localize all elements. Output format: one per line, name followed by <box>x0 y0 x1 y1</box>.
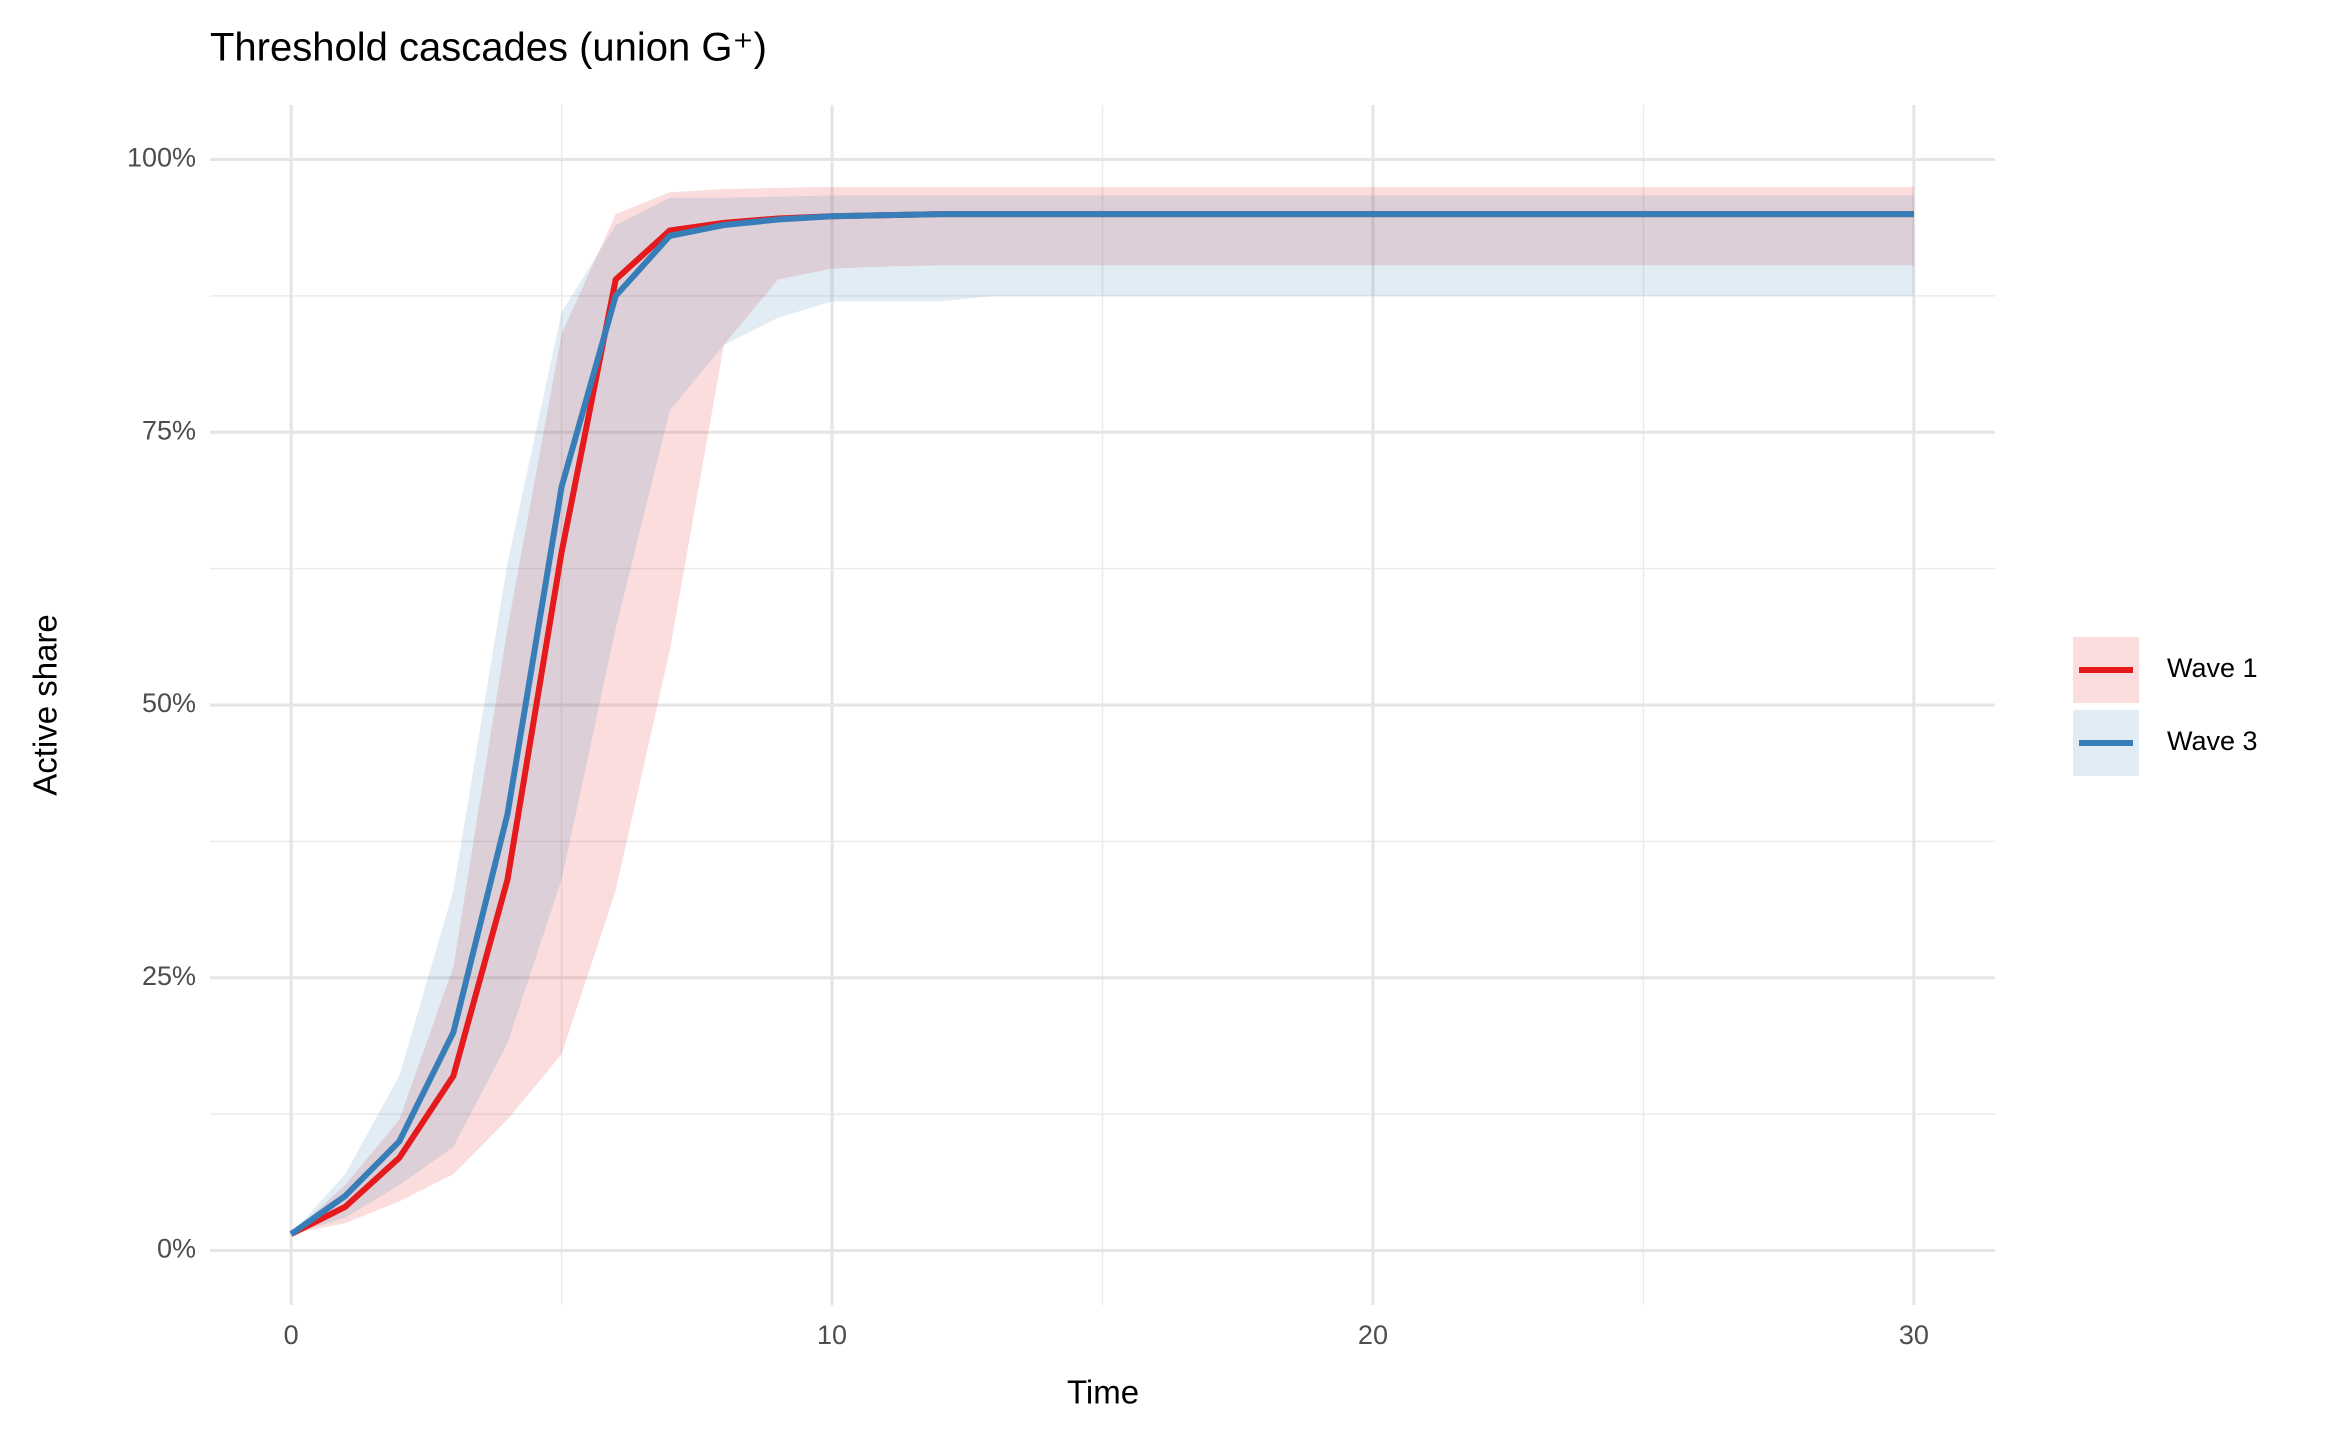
legend-label: Wave 1 <box>2167 653 2258 683</box>
y-tick-label: 50% <box>142 688 196 718</box>
y-tick-label: 100% <box>127 143 196 173</box>
chart-title: Threshold cascades (union G⁺) <box>210 26 767 70</box>
legend-item: Wave 3 <box>2073 710 2258 776</box>
x-axis-title: Time <box>1067 1374 1139 1411</box>
x-tick-label: 30 <box>1899 1320 1929 1350</box>
legend-item: Wave 1 <box>2073 637 2258 703</box>
line <box>289 211 1914 1237</box>
ribbon <box>291 195 1914 1235</box>
y-tick-label: 75% <box>142 415 196 445</box>
y-tick-label: 0% <box>157 1234 196 1264</box>
legend-label: Wave 3 <box>2167 726 2258 756</box>
x-tick-label: 20 <box>1358 1320 1388 1350</box>
x-tick-label: 0 <box>284 1320 299 1350</box>
ribbon <box>291 186 1914 1235</box>
y-axis-title: Active share <box>27 614 64 796</box>
y-tick-label: 25% <box>142 961 196 991</box>
x-tick-label: 10 <box>817 1320 847 1350</box>
